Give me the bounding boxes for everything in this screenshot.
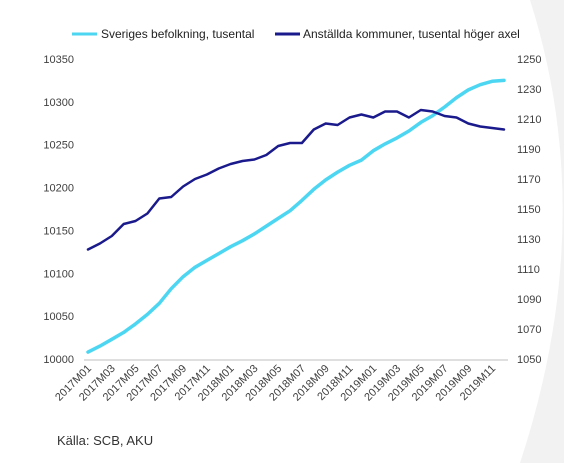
right-axis-tick-label: 1170 xyxy=(517,174,541,186)
right-axis-tick-label: 1190 xyxy=(517,144,541,156)
left-axis-tick-label: 10050 xyxy=(43,311,74,323)
left-axis-tick-label: 10350 xyxy=(43,54,74,66)
left-axis-tick-label: 10100 xyxy=(43,268,74,280)
right-axis-tick-label: 1150 xyxy=(517,204,541,216)
series-line-population xyxy=(86,78,506,354)
series-layer xyxy=(86,78,506,354)
left-axis-ticks: 10000 10050 10100 10150 10200 10250 10300 10350 xyxy=(43,54,74,366)
x-axis-ticks: 2017M012017M032017M052017M072017M092017M… xyxy=(53,363,498,404)
legend-label-employees: Anställda kommuner, tusental höger axel xyxy=(303,27,520,41)
left-axis-tick-label: 10300 xyxy=(43,97,74,109)
source-note: Källa: SCB, AKU xyxy=(57,433,154,448)
right-axis-tick-label: 1230 xyxy=(517,84,541,96)
right-axis-tick-label: 1050 xyxy=(517,354,541,366)
right-axis-tick-label: 1090 xyxy=(517,294,541,306)
right-axis-tick-label: 1210 xyxy=(517,114,541,126)
right-axis-tick-label: 1070 xyxy=(517,324,541,336)
left-axis-tick-label: 10200 xyxy=(43,183,74,195)
left-axis-tick-label: 10150 xyxy=(43,225,74,237)
legend: Sveriges befolkning, tusental Anställda … xyxy=(72,27,520,41)
series-line-employees xyxy=(86,108,506,251)
right-axis-tick-label: 1130 xyxy=(517,234,541,246)
left-axis-tick-label: 10250 xyxy=(43,140,74,152)
right-axis-tick-label: 1250 xyxy=(517,54,541,66)
left-axis-tick-label: 10000 xyxy=(43,354,74,366)
right-axis-tick-label: 1110 xyxy=(517,264,540,276)
legend-label-population: Sveriges befolkning, tusental xyxy=(101,27,254,41)
right-axis-ticks: 1050 1070 1090 1110 1130 1150 1170 1190 1210 1230… xyxy=(517,54,541,366)
